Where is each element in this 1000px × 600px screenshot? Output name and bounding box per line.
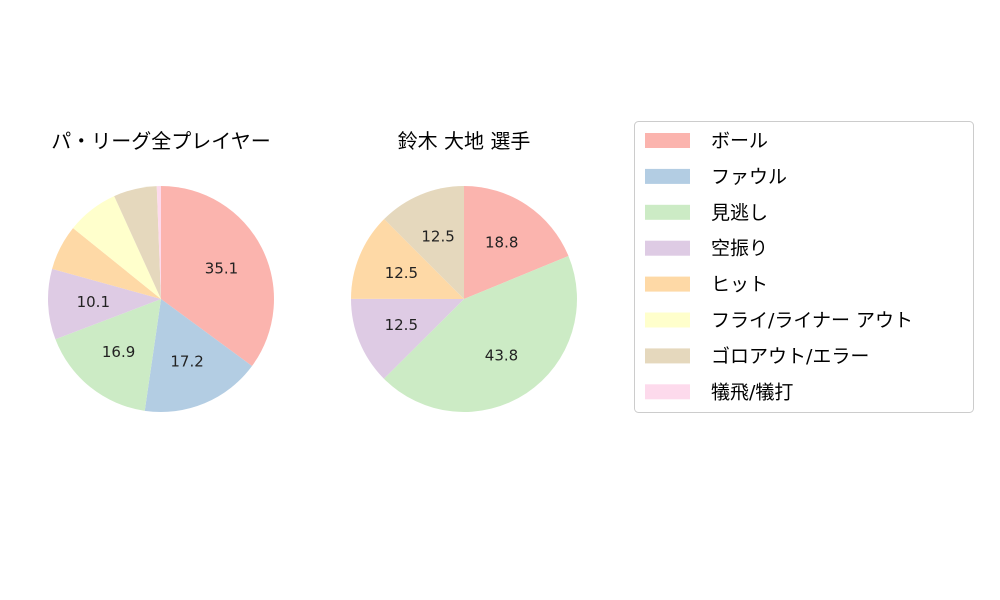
legend-label-foul: ファウル	[711, 166, 787, 188]
pie-slice-hit	[52, 228, 161, 299]
pie-slice-hit	[351, 219, 464, 299]
legend-swatch-foul	[645, 168, 690, 184]
slice-label-foul: 17.2	[170, 353, 203, 371]
pie-slice-ball	[464, 186, 569, 299]
slice-label-grounder-out-error: 12.5	[421, 227, 454, 245]
pie-chart-league: パ・リーグ全プレイヤー 35.1 17.2 16.9 10.1	[48, 129, 274, 412]
legend-swatch-ball	[645, 133, 690, 148]
pie-slice-grounder-out-error	[384, 186, 464, 299]
legend-swatch-called-strike	[645, 204, 690, 220]
pie-title-league: パ・リーグ全プレイヤー	[51, 129, 270, 153]
legend-frame	[634, 121, 974, 413]
slice-label-called-strike: 43.8	[485, 347, 518, 365]
legend-label-swinging-strike: 空振り	[711, 238, 768, 260]
legend-swatch-grounder-out-error	[645, 348, 690, 364]
legend-label-called-strike: 見逃し	[711, 202, 768, 224]
pie-slice-fly-liner-out	[73, 196, 161, 299]
slice-label-ball: 18.8	[485, 234, 518, 252]
legend-label-fly-liner-out: フライ/ライナー アウト	[711, 310, 913, 332]
pie-title-player: 鈴木 大地 選手	[398, 129, 531, 153]
pie-slice-ball	[161, 186, 274, 366]
legend-label-ball: ボール	[711, 130, 768, 152]
slice-label-called-strike: 16.9	[102, 343, 135, 361]
pie-slice-sacrifice	[156, 186, 161, 299]
legend-swatch-swinging-strike	[645, 240, 690, 256]
legend-swatch-sacrifice	[645, 384, 690, 400]
pie-chart-player: 鈴木 大地 選手 18.8 43.8 12.5 12.5 12.5	[350, 129, 577, 412]
legend-label-hit: ヒット	[711, 274, 768, 296]
legend-swatch-fly-liner-out	[645, 312, 690, 328]
slice-label-ball: 35.1	[205, 259, 238, 277]
legend-swatch-hit	[645, 276, 690, 292]
slice-label-hit: 12.5	[385, 264, 418, 282]
pie-slice-swinging-strike	[48, 268, 161, 340]
pie-slice-called-strike	[55, 299, 161, 411]
legend-label-grounder-out-error: ゴロアウト/エラー	[711, 345, 869, 367]
slice-label-swinging-strike: 10.1	[77, 293, 110, 311]
pie-slice-called-strike	[383, 255, 577, 412]
pie-slice-grounder-out-error	[114, 186, 161, 299]
pie-slice-swinging-strike	[350, 298, 464, 379]
slice-label-swinging-strike: 12.5	[385, 316, 418, 334]
pie-slice-foul	[144, 299, 252, 412]
legend-label-sacrifice: 犠飛/犠打	[711, 381, 793, 403]
